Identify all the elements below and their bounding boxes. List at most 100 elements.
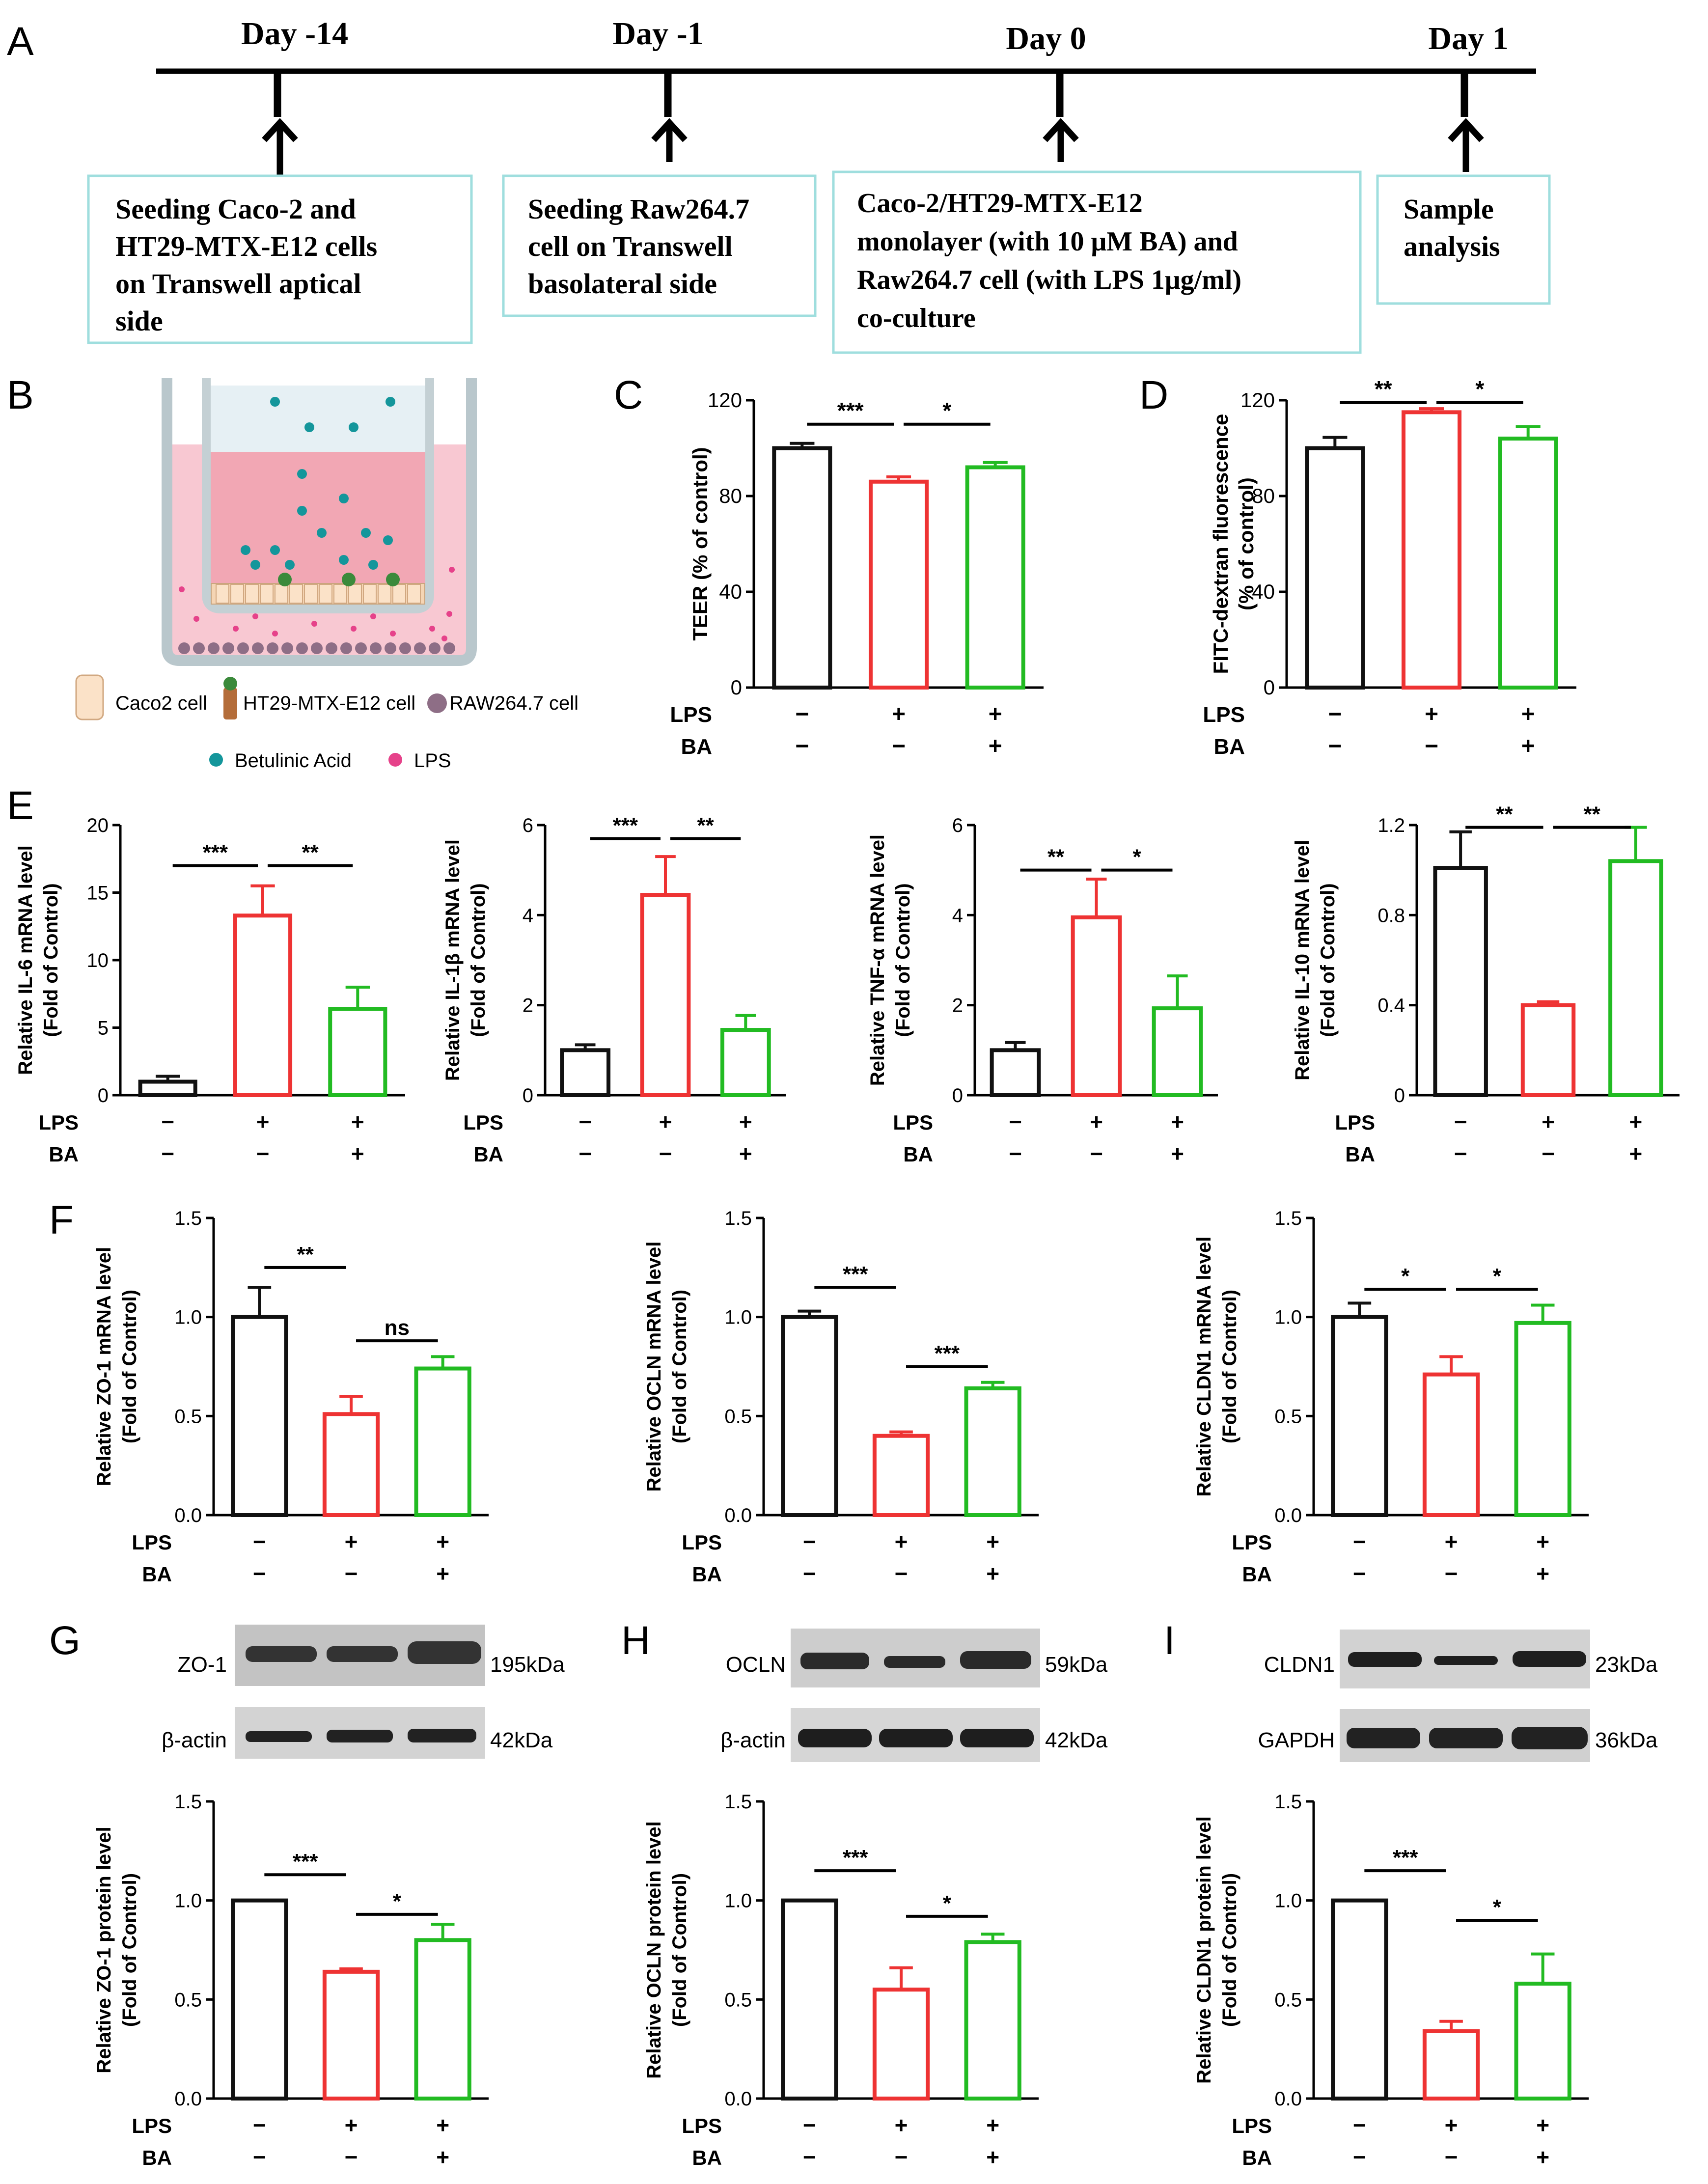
bar-control (1331, 1315, 1388, 1518)
blot-i-target-kda: 23kDa (1595, 1653, 1658, 1677)
y-tick-label: 0.5 (1274, 1406, 1302, 1427)
significance-label: * (1493, 1895, 1502, 1919)
legend-betulinic: Betulinic Acid (235, 750, 352, 772)
treatment-symbol: − (803, 1529, 816, 1554)
timeline-box-3 (832, 170, 1362, 354)
treatment-symbol: + (436, 1561, 449, 1586)
y-tick-label: 0.5 (724, 1406, 752, 1427)
treatment-symbol: + (989, 733, 1002, 759)
panel-label-f: F (49, 1198, 74, 1243)
y-tick-label: 0 (523, 1085, 533, 1106)
y-axis-label: Relative ZO-1 mRNA level (93, 1247, 115, 1487)
y-axis-label: (Fold of Control) (468, 883, 489, 1037)
treatment-symbol: − (579, 1141, 592, 1166)
treatment-row-label: LPS (670, 703, 712, 727)
insert-headspace (209, 386, 427, 452)
treatment-symbol: + (1629, 1109, 1642, 1134)
blot-panel-i: CLDN1 23kDa GAPDH 36kDa (1258, 1630, 1658, 1762)
y-tick-label: 0 (1264, 676, 1275, 699)
y-axis-label: Relative OCLN mRNA level (643, 1242, 665, 1492)
treatment-symbol: − (895, 2144, 908, 2170)
y-tick-label: 120 (708, 388, 742, 412)
significance-label: ** (1375, 376, 1392, 402)
treatment-symbol: − (345, 1561, 358, 1586)
significance-label: *** (1393, 1846, 1418, 1870)
treatment-symbol: + (436, 2112, 449, 2138)
treatment-symbol: + (1090, 1109, 1103, 1134)
y-axis-label: Relative TNF-α mRNA level (867, 834, 888, 1086)
box2-line1: Seeding Raw264.7 (528, 193, 749, 225)
y-tick-label: 1.5 (1274, 1791, 1302, 1813)
significance-label: ns (385, 1316, 410, 1340)
bar-lps-ba (720, 1028, 771, 1097)
chart-e2: 0 2 4 6 Relative IL-1β mRNA level (Fold of Co… (442, 814, 786, 1166)
chart-d: 0 40 80 120 FITC-dextran fluorescence (% of c… (1203, 376, 1576, 759)
panel-label-g: G (49, 1618, 81, 1663)
bar-control (990, 1048, 1041, 1097)
blot-i-loading-label: GAPDH (1258, 1728, 1335, 1752)
treatment-symbol: − (659, 1141, 672, 1166)
y-tick-label: 0 (731, 676, 742, 699)
chart-g: 0.0 0.5 1.0 1.5 Relative ZO-1 protein level(… (93, 1791, 489, 2170)
blot-h-target-kda: 59kDa (1045, 1653, 1108, 1677)
y-tick-label: 4 (523, 905, 533, 926)
ht29-cell-icon-top (223, 677, 237, 691)
bar-lps-ba (1514, 1321, 1571, 1517)
treatment-row-label: BA (142, 2146, 172, 2169)
bar-lps (640, 893, 691, 1098)
box2-line2: cell on Transwell (528, 230, 733, 262)
significance-label: *** (613, 814, 638, 838)
treatment-symbol: − (1353, 2144, 1366, 2170)
blot-g-target-kda: 195kDa (490, 1653, 565, 1677)
treatment-symbol: + (351, 1141, 364, 1166)
raw264-cell-icon (427, 693, 447, 713)
treatment-row-label: LPS (682, 1531, 722, 1554)
bar-lps (1422, 2029, 1480, 2101)
treatment-symbol: − (345, 2144, 358, 2170)
y-axis-label: (Fold of Control) (1219, 1290, 1240, 1443)
significance-label: *** (837, 398, 864, 423)
y-axis-label: (% of control) (1235, 477, 1258, 610)
treatment-symbol: + (739, 1109, 752, 1134)
up-arrow-icon (1043, 118, 1079, 162)
box3-line2: monolayer (with 10 μM BA) and (857, 226, 1238, 257)
bar-lps (1401, 410, 1462, 690)
treatment-symbol: − (1353, 1561, 1366, 1586)
blot-h-loading-bands (798, 1729, 1034, 1747)
treatment-symbol: − (1445, 1561, 1458, 1586)
significance-label: * (1475, 376, 1484, 402)
treatment-symbol: − (1542, 1141, 1555, 1166)
y-tick-label: 0.0 (724, 1505, 752, 1526)
box3-line3: Raw264.7 cell (with LPS 1μg/ml) (857, 265, 1241, 295)
y-tick-label: 10 (87, 950, 109, 971)
lps-icon (388, 753, 402, 767)
treatment-symbol: + (256, 1109, 270, 1134)
y-axis-label: (Fold of Control) (40, 883, 62, 1037)
timeline: Day -14 Day -1 Day 0 Day 1 Seeding Caco-… (87, 16, 1551, 354)
y-axis-label: Relative OCLN protein level (643, 1821, 665, 2079)
significance-label: ** (1047, 845, 1065, 869)
treatment-symbol: + (1536, 2112, 1549, 2138)
significance-label: *** (843, 1846, 868, 1870)
y-axis-label: (Fold of Control) (892, 883, 914, 1037)
treatment-symbol: + (1425, 701, 1438, 727)
treatment-symbol: − (795, 701, 809, 727)
y-tick-label: 1.0 (724, 1307, 752, 1328)
y-tick-label: 1.0 (174, 1890, 202, 1912)
treatment-symbol: − (1353, 2112, 1366, 2138)
y-tick-label: 0.5 (724, 1989, 752, 2011)
treatment-row-label: BA (473, 1143, 503, 1166)
treatment-symbol: − (161, 1141, 174, 1166)
significance-label: * (393, 1889, 402, 1913)
significance-label: *** (935, 1342, 960, 1366)
ht29-cells (278, 573, 400, 586)
treatment-row-label: LPS (463, 1111, 503, 1134)
significance-label: * (1132, 845, 1141, 869)
panel-label-a: A (7, 19, 34, 64)
significance-label: * (1401, 1264, 1410, 1288)
treatment-row-label: BA (49, 1143, 79, 1166)
treatment-row-label: BA (692, 2146, 722, 2169)
significance-label: ** (297, 1243, 314, 1267)
y-tick-label: 0 (1394, 1085, 1405, 1106)
